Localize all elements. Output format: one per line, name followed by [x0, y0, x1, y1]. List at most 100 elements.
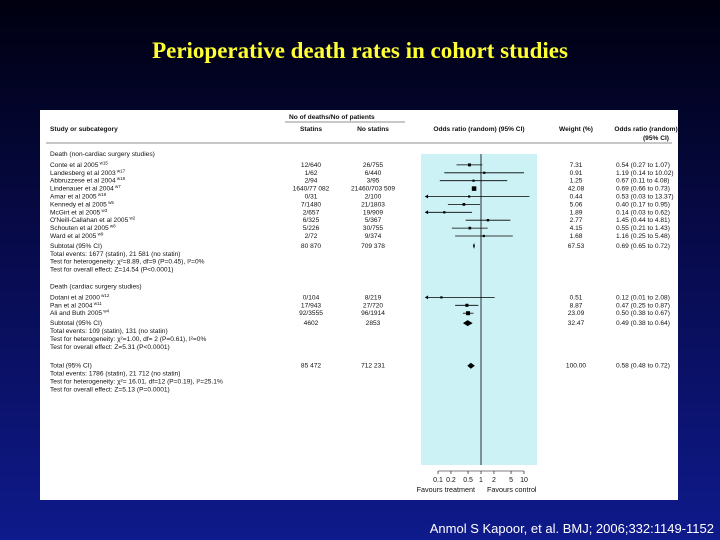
header-statins: Statins: [300, 126, 322, 133]
s1-study-2-point: [466, 311, 471, 316]
s0-study-4-weight: 0.44: [570, 194, 583, 201]
s0-study-8-no-statins: 30/755: [363, 225, 384, 232]
x-tick-label-6: 10: [520, 477, 528, 484]
header-no-statins: No statins: [357, 126, 389, 133]
x-tick-label-2: 0.5: [463, 477, 473, 484]
s0-study-5-point: [462, 203, 466, 206]
total-weight: 100.00: [566, 363, 587, 370]
s1-study-0-no-statins: 8/219: [365, 294, 382, 301]
s1-study-0-weight: 0.51: [570, 294, 583, 301]
s1-study-1-statins: 17/943: [301, 302, 322, 309]
s0-study-2-statins: 2/94: [305, 178, 318, 185]
s1-subtotal-statins: 4602: [304, 320, 319, 327]
s0-study-6-ci-arrow-left: [425, 210, 429, 215]
s0-study-3-weight: 42.08: [568, 186, 585, 193]
s0-study-8-statins: 5/226: [303, 225, 320, 232]
s1-study-2-statins: 92/3555: [299, 310, 323, 317]
s0-study-9-no-statins: 9/374: [365, 233, 382, 240]
plot-area-background: [421, 154, 537, 465]
s1-subtotal-weight: 32.47: [568, 320, 585, 327]
s1-study-2-ci-text: 0.50 (0.38 to 0.67): [616, 310, 670, 317]
s1-study-1-name: Pan et al 2004 w11: [50, 301, 102, 310]
s0-note-0: Total events: 1677 (statin), 21 581 (no …: [50, 251, 180, 258]
slide-title: Perioperative death rates in cohort stud…: [152, 38, 568, 63]
s1-study-0-ci-text: 0.12 (0.01 to 2.08): [616, 294, 670, 301]
s0-study-9-weight: 1.68: [570, 233, 583, 240]
total-note-0: Total events: 1786 (statin), 21 712 (no …: [50, 371, 180, 378]
x-tick-label-5: 5: [509, 477, 513, 484]
s0-study-8-point: [468, 226, 472, 230]
s1-study-0-ci-arrow-left: [425, 295, 429, 300]
header-odds-ratio-text: Odds ratio (random): [614, 126, 677, 133]
s0-study-5-weight: 5.06: [570, 201, 583, 208]
s0-study-6-name: McGirt et al 2005 w3: [50, 208, 108, 217]
s0-study-2-weight: 1.25: [570, 178, 583, 185]
s1-study-2-weight: 23.09: [568, 310, 585, 317]
s0-note-2: Test for overall effect: Z=14.54 (P<0.00…: [50, 267, 173, 274]
x-tick-label-4: 2: [492, 477, 496, 484]
s0-study-7-statins: 6/325: [303, 217, 320, 224]
s0-study-4-statins: 0/31: [305, 194, 318, 201]
s0-study-4-name: Amar et al 2005 w19: [50, 192, 107, 201]
s0-study-6-no-statins: 19/909: [363, 209, 384, 216]
s0-study-6-statins: 2/657: [303, 209, 320, 216]
s0-study-0-weight: 7.31: [570, 162, 583, 169]
total-note-2: Test for overall effect: Z=5.13 (P=0.000…: [50, 386, 170, 393]
s0-study-0-ci-text: 0.54 (0.27 to 1.07): [616, 162, 670, 169]
s1-study-1-weight: 8.87: [570, 302, 583, 309]
s1-subtotal-ci-text: 0.49 (0.38 to 0.64): [616, 320, 670, 327]
s0-study-0-point: [468, 163, 471, 167]
s0-note-1: Test for heterogeneity: χ²=8.89, df=9 (P…: [50, 259, 205, 266]
s1-note-1: Test for heterogeneity: χ²=1.00, df= 2 (…: [50, 336, 206, 343]
s0-study-6-ci-text: 0.14 (0.03 to 0.62): [616, 209, 670, 216]
s0-subtotal-ci-text: 0.69 (0.65 to 0.72): [616, 243, 670, 250]
header-group-label: No of deaths/No of patients: [289, 114, 375, 121]
s0-study-8-weight: 4.15: [570, 225, 583, 232]
s0-study-1-weight: 0.91: [570, 170, 583, 177]
s0-study-3-no-statins: 21460/703 509: [351, 186, 395, 193]
section-heading-1: Death (cardiac surgery studies): [50, 284, 142, 291]
s1-study-1-point: [465, 303, 469, 307]
s0-study-1-statins: 1/62: [305, 170, 318, 177]
s0-study-3-name: Lindenauer et al 2004 w7: [50, 184, 121, 193]
s0-subtotal-diamond: [472, 242, 475, 249]
x-axis-left-label: Favours treatment: [417, 485, 475, 494]
s0-study-3-point: [471, 186, 477, 191]
total-label: Total (95% CI): [50, 363, 92, 370]
s0-subtotal-weight: 67.53: [568, 243, 585, 250]
s0-study-7-ci-text: 1.45 (0.44 to 4.81): [616, 217, 670, 224]
s0-study-5-statins: 7/1480: [301, 201, 322, 208]
s0-study-2-point: [472, 179, 475, 182]
s0-study-4-ci-text: 0.53 (0.03 to 13.37): [616, 194, 674, 201]
s0-study-5-name: Kennedy et al 2005 w5: [50, 200, 114, 209]
total-statins: 85 472: [301, 363, 322, 370]
header-odds-ratio-ci: (95% CI): [643, 135, 669, 142]
forest-plot: No of deaths/No of patients Study or subc…: [46, 114, 678, 494]
s0-study-9-point: [482, 234, 485, 238]
s0-study-3-statins: 1640/77 082: [293, 186, 330, 193]
s0-study-8-name: Schouten et al 2005 w8: [50, 224, 116, 233]
total-diamond: [467, 362, 475, 369]
s0-study-7-no-statins: 5/367: [365, 217, 382, 224]
total-note-1: Test for heterogeneity: χ²= 16.01, df=12…: [50, 379, 223, 386]
s1-study-0-name: Dotani et al 2000 w12: [50, 293, 110, 302]
s0-study-0-statins: 12/640: [301, 162, 322, 169]
total-no-statins: 712 231: [361, 363, 385, 370]
s0-study-7-point: [486, 218, 490, 222]
s0-subtotal-label: Subtotal (95% CI): [50, 243, 102, 250]
s1-study-0-statins: 0/104: [303, 294, 320, 301]
s0-study-9-statins: 2/72: [305, 233, 318, 240]
s1-subtotal-no-statins: 2853: [366, 320, 381, 327]
x-tick-label-3: 1: [479, 477, 483, 484]
s0-study-1-ci-text: 1.19 (0.14 to 10.02): [616, 170, 674, 177]
s0-study-9-ci-text: 1.16 (0.25 to 5.48): [616, 233, 670, 240]
s0-study-0-name: Conte et al 2005 w15: [50, 160, 108, 169]
s0-study-5-ci-text: 0.40 (0.17 to 0.95): [616, 201, 670, 208]
s0-study-7-name: O'Neill-Callahan et al 2005 w2: [50, 216, 136, 225]
section-heading-0: Death (non-cardiac surgery studies): [50, 151, 155, 158]
s0-study-1-no-statins: 6/440: [365, 170, 382, 177]
s1-study-1-ci-text: 0.47 (0.25 to 0.87): [616, 302, 670, 309]
s0-study-4-point: [468, 195, 471, 198]
s0-study-4-no-statins: 2/100: [365, 194, 382, 201]
total-ci-text: 0.58 (0.48 to 0.72): [616, 363, 670, 370]
